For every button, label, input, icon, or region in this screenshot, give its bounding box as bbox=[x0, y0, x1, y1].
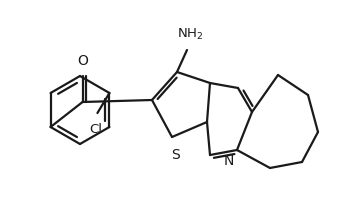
Text: S: S bbox=[171, 148, 179, 162]
Text: N: N bbox=[224, 154, 234, 168]
Text: NH$_2$: NH$_2$ bbox=[177, 27, 203, 42]
Text: O: O bbox=[77, 54, 88, 68]
Text: Cl: Cl bbox=[89, 123, 102, 136]
